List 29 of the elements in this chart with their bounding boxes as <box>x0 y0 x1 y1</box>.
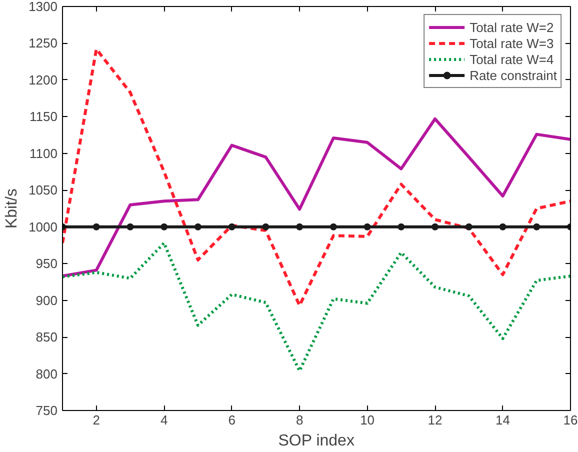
legend-label: Total rate W=4 <box>470 51 554 67</box>
x-tick-label: 4 <box>160 412 168 428</box>
x-axis-title: SOP index <box>278 432 354 450</box>
y-tick-label: 900 <box>36 292 58 308</box>
line-series <box>62 48 570 307</box>
line-series <box>62 242 570 372</box>
x-tick-label: 16 <box>563 412 578 428</box>
x-tick-label: 8 <box>296 412 304 428</box>
y-tick-label: 800 <box>36 366 58 382</box>
legend-label: Total rate W=3 <box>470 35 554 51</box>
x-tick-label: 10 <box>360 412 375 428</box>
y-tick-label: 1050 <box>28 182 58 198</box>
y-tick-label: 750 <box>36 403 58 418</box>
y-tick-label: 1000 <box>28 219 58 234</box>
legend-label: Total rate W=2 <box>470 19 554 35</box>
x-tick-label: 6 <box>228 412 236 428</box>
y-tick-label: 1150 <box>30 109 58 124</box>
x-tick-label: 2 <box>92 412 100 428</box>
x-tick-label: 14 <box>496 412 510 428</box>
y-tick-label: 1300 <box>28 0 58 14</box>
y-tick-label: 1200 <box>28 72 58 88</box>
legend-label: Rate constraint <box>470 67 557 83</box>
line-series <box>62 117 570 278</box>
y-tick-label: 950 <box>36 256 58 272</box>
x-tick-label: 12 <box>428 412 442 428</box>
y-tick-label: 1250 <box>28 36 58 51</box>
y-tick-label: 850 <box>36 330 58 345</box>
y-axis-title: Kbit/s <box>4 188 21 229</box>
y-tick-label: 1100 <box>30 146 58 161</box>
